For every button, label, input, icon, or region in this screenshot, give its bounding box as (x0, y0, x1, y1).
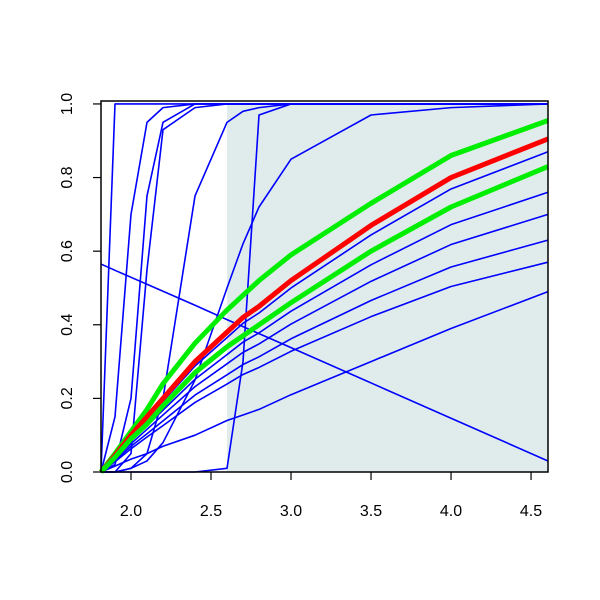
y-tick-label: 0.6 (59, 240, 76, 262)
lines (99, 103, 549, 474)
x-tick-label: 4.5 (520, 503, 542, 520)
x-tick-label: 2.5 (200, 503, 222, 520)
y-tick-label: 0.4 (59, 314, 76, 336)
y-tick-label: 0.2 (59, 387, 76, 409)
series-line (101, 103, 549, 473)
y-tick-label: 0.8 (59, 166, 76, 188)
plot-box (100, 100, 549, 473)
series-line (100, 263, 549, 462)
series-line (99, 136, 549, 474)
x-tick-label: 3.5 (360, 503, 382, 520)
series-line (100, 239, 549, 473)
y-tick-label: 1.0 (59, 93, 76, 115)
series-line (100, 290, 549, 473)
series-line (99, 164, 549, 474)
x-tick-label: 2.0 (120, 503, 142, 520)
y-tick-label: 0.0 (59, 461, 76, 483)
series-line (100, 261, 549, 473)
series-line (100, 213, 549, 473)
x-tick-label: 4.0 (440, 503, 462, 520)
x-tick-label: 3.0 (280, 503, 302, 520)
